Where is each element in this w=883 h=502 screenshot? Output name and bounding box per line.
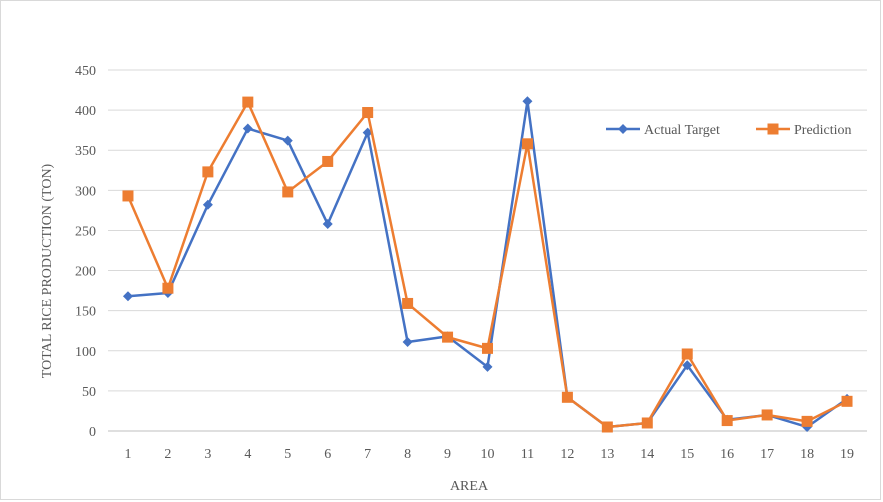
x-tick-label: 19 bbox=[840, 447, 854, 462]
data-point bbox=[402, 297, 414, 309]
data-point bbox=[402, 336, 413, 347]
data-point bbox=[242, 96, 254, 108]
data-point bbox=[282, 186, 294, 198]
data-point bbox=[841, 395, 853, 407]
x-tick-label: 3 bbox=[204, 447, 211, 462]
x-axis-title: AREA bbox=[450, 479, 489, 494]
x-tick-label: 16 bbox=[720, 447, 734, 462]
data-point bbox=[322, 155, 334, 167]
data-point bbox=[801, 415, 813, 427]
series-lines bbox=[122, 96, 853, 433]
data-point bbox=[202, 166, 214, 178]
data-point bbox=[322, 219, 333, 230]
y-axis-title: TOTAL RICE PRODUCTION (TON) bbox=[40, 163, 55, 378]
x-tick-label: 5 bbox=[284, 447, 291, 462]
data-point bbox=[721, 415, 733, 427]
y-tick-label: 150 bbox=[75, 305, 96, 320]
data-point bbox=[601, 421, 613, 433]
data-point bbox=[242, 123, 253, 134]
legend-label: Actual Target bbox=[644, 123, 720, 138]
y-tick-label: 450 bbox=[75, 64, 96, 79]
series-1 bbox=[122, 96, 853, 433]
legend-marker bbox=[618, 124, 628, 134]
data-point bbox=[162, 282, 174, 294]
x-tick-label: 9 bbox=[444, 447, 451, 462]
data-point bbox=[202, 199, 213, 210]
data-point bbox=[681, 348, 693, 360]
data-point bbox=[522, 96, 533, 107]
x-tick-label: 1 bbox=[124, 447, 131, 462]
data-point bbox=[282, 135, 293, 146]
x-tick-label: 10 bbox=[481, 447, 495, 462]
x-tick-label: 18 bbox=[800, 447, 814, 462]
y-tick-labels: 0 50 100 150 200 250 300 350 400 450 bbox=[75, 64, 96, 440]
legend-label: Prediction bbox=[794, 123, 852, 138]
x-tick-label: 6 bbox=[324, 447, 331, 462]
series-0 bbox=[122, 96, 853, 432]
x-tick-label: 12 bbox=[560, 447, 574, 462]
x-tick-label: 11 bbox=[521, 447, 534, 462]
y-tick-label: 300 bbox=[75, 184, 96, 199]
legend: Actual Target Prediction bbox=[606, 123, 852, 138]
data-point bbox=[521, 138, 533, 150]
y-tick-label: 50 bbox=[82, 385, 96, 400]
y-tick-label: 350 bbox=[75, 144, 96, 159]
x-tick-label: 14 bbox=[640, 447, 654, 462]
x-tick-label: 2 bbox=[164, 447, 171, 462]
x-tick-label: 8 bbox=[404, 447, 411, 462]
data-point bbox=[482, 342, 493, 354]
gridlines bbox=[108, 69, 867, 432]
x-tick-label: 15 bbox=[680, 447, 694, 462]
data-point bbox=[122, 291, 133, 302]
data-point bbox=[641, 417, 653, 429]
legend-item: Prediction bbox=[756, 123, 852, 138]
y-tick-label: 100 bbox=[75, 345, 96, 360]
x-tick-label: 7 bbox=[364, 447, 371, 462]
y-tick-label: 400 bbox=[75, 104, 96, 119]
data-point bbox=[761, 409, 773, 421]
data-point bbox=[482, 361, 493, 372]
data-point bbox=[122, 190, 134, 202]
data-point bbox=[362, 107, 374, 119]
x-tick-labels: 1 2 3 4 5 6 7 8 9 10 11 12 13 14 15 16 17 18 19 bbox=[124, 447, 854, 462]
x-tick-label: 17 bbox=[760, 447, 774, 462]
data-point bbox=[682, 360, 693, 371]
y-tick-label: 250 bbox=[75, 224, 96, 239]
y-tick-label: 0 bbox=[89, 425, 96, 440]
data-point bbox=[442, 331, 454, 343]
y-tick-label: 200 bbox=[75, 265, 96, 280]
x-tick-label: 4 bbox=[244, 447, 251, 462]
data-point bbox=[561, 391, 573, 403]
x-tick-label: 13 bbox=[600, 447, 614, 462]
legend-marker bbox=[767, 123, 779, 135]
legend-item: Actual Target bbox=[606, 123, 720, 138]
